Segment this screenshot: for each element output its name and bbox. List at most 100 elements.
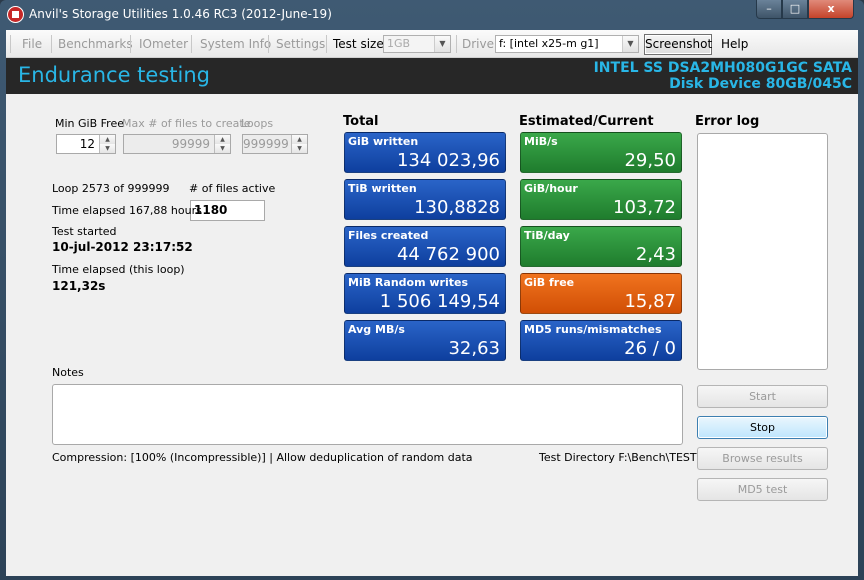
tile-files-created: Files created 44 762 900 [344, 226, 506, 267]
tile-gib-hour: GiB/hour 103,72 [520, 179, 682, 220]
files-active-field[interactable]: 1180 [190, 200, 265, 221]
tile-gib-free: GiB free 15,87 [520, 273, 682, 314]
tile-label: MD5 runs/mismatches [524, 323, 662, 336]
estimated-title: Estimated/Current [519, 114, 654, 129]
drive-value: f: [intel x25-m g1] [499, 37, 599, 50]
tile-label: TiB written [348, 182, 417, 195]
tile-value: 26 / 0 [624, 338, 676, 359]
page-header: Endurance testing INTEL SS DSA2MH080G1GC… [6, 58, 858, 94]
maximize-button[interactable]: □ [782, 0, 808, 19]
tile-label: GiB/hour [524, 182, 578, 195]
page-title: Endurance testing [18, 63, 210, 87]
md5-test-button[interactable]: MD5 test [697, 478, 828, 501]
window-title: Anvil's Storage Utilities 1.0.46 RC3 (20… [29, 7, 332, 21]
menu-help[interactable]: Help [721, 37, 749, 51]
time-elapsed-loop-label: Time elapsed (this loop) [52, 263, 185, 276]
arrow-down-icon[interactable]: ▼ [100, 144, 115, 153]
screenshot-button[interactable]: Screenshot [644, 34, 712, 55]
tile-label: MiB/s [524, 135, 558, 148]
max-files-value: 99999 [171, 137, 210, 151]
tile-tib-written: TiB written 130,8828 [344, 179, 506, 220]
arrow-up-icon[interactable]: ▲ [292, 135, 307, 144]
tile-value: 1 506 149,54 [379, 291, 500, 312]
chevron-down-icon: ▼ [434, 36, 450, 52]
tile-label: GiB free [524, 276, 575, 289]
menu-file[interactable]: File [22, 37, 43, 51]
menu-separator [456, 35, 457, 53]
max-files-stepper[interactable]: 99999 ▲ ▼ [123, 134, 231, 154]
arrow-down-icon[interactable]: ▼ [215, 144, 230, 153]
test-size-value: 1GB [387, 37, 411, 50]
drive-label: Drive [462, 37, 494, 51]
loops-label: Loops [241, 117, 274, 130]
arrow-down-icon[interactable]: ▼ [292, 144, 307, 153]
tile-label: TiB/day [524, 229, 570, 242]
loop-counter: Loop 2573 of 999999 [52, 182, 170, 195]
stepper-buttons[interactable]: ▲ ▼ [214, 135, 230, 153]
arrow-up-icon[interactable]: ▲ [100, 135, 115, 144]
test-directory: Test Directory F:\Bench\TEST [539, 451, 697, 464]
loops-value: 999999 [243, 137, 289, 151]
menu-separator [326, 35, 327, 53]
test-size-select[interactable]: 1GB ▼ [383, 35, 451, 53]
min-gib-free-value: 12 [79, 137, 95, 151]
tile-value: 15,87 [624, 291, 676, 312]
compression-info: Compression: [100% (Incompressible)] | A… [52, 451, 473, 464]
menu-separator [191, 35, 192, 53]
title-bar[interactable]: Anvil's Storage Utilities 1.0.46 RC3 (20… [0, 0, 864, 28]
app-icon[interactable] [7, 6, 24, 23]
device-model: Disk Device 80GB/045C [669, 76, 852, 92]
error-log-title: Error log [695, 114, 760, 129]
client-area: File Benchmarks IOmeter System Info Sett… [6, 30, 858, 576]
tile-mibs: MiB/s 29,50 [520, 132, 682, 173]
device-name: INTEL SS DSA2MH080G1GC SATA [593, 60, 852, 76]
error-log-box[interactable] [697, 133, 828, 370]
tile-value: 2,43 [635, 244, 676, 265]
tile-label: MiB Random writes [348, 276, 469, 289]
min-gib-free-label: Min GiB Free [55, 117, 124, 130]
menu-separator [10, 35, 11, 53]
notes-textarea[interactable] [52, 384, 683, 445]
menu-benchmarks[interactable]: Benchmarks [58, 37, 133, 51]
close-button[interactable]: x [808, 0, 854, 19]
menu-separator [130, 35, 131, 53]
stepper-buttons[interactable]: ▲ ▼ [99, 135, 115, 153]
menu-system-info[interactable]: System Info [200, 37, 272, 51]
tile-md5-runs: MD5 runs/mismatches 26 / 0 [520, 320, 682, 361]
test-started-label: Test started [52, 225, 117, 238]
drive-select[interactable]: f: [intel x25-m g1] ▼ [495, 35, 639, 53]
menu-separator [51, 35, 52, 53]
tile-label: GiB written [348, 135, 419, 148]
arrow-up-icon[interactable]: ▲ [215, 135, 230, 144]
tile-label: Files created [348, 229, 429, 242]
menu-iometer[interactable]: IOmeter [139, 37, 189, 51]
tile-avg-mbs: Avg MB/s 32,63 [344, 320, 506, 361]
chevron-down-icon: ▼ [622, 36, 638, 52]
tile-value: 103,72 [613, 197, 676, 218]
max-files-label: Max # of files to create [122, 117, 251, 130]
time-elapsed: Time elapsed 167,88 hours [52, 204, 202, 217]
stop-button[interactable]: Stop [697, 416, 828, 439]
menu-separator [268, 35, 269, 53]
minimize-button[interactable]: – [756, 0, 782, 19]
tile-gib-written: GiB written 134 023,96 [344, 132, 506, 173]
files-active-label: # of files active [189, 182, 276, 195]
tile-mib-random-writes: MiB Random writes 1 506 149,54 [344, 273, 506, 314]
min-gib-free-stepper[interactable]: 12 ▲ ▼ [56, 134, 116, 154]
test-size-label: Test size [333, 37, 384, 51]
start-button[interactable]: Start [697, 385, 828, 408]
loops-stepper[interactable]: 999999 ▲ ▼ [242, 134, 308, 154]
notes-label: Notes [52, 366, 84, 379]
tile-value: 134 023,96 [396, 150, 500, 171]
stepper-buttons[interactable]: ▲ ▼ [291, 135, 307, 153]
tile-value: 44 762 900 [396, 244, 500, 265]
tile-label: Avg MB/s [348, 323, 405, 336]
tile-value: 130,8828 [414, 197, 500, 218]
menu-settings[interactable]: Settings [276, 37, 326, 51]
total-title: Total [343, 114, 379, 129]
time-elapsed-loop-value: 121,32s [52, 279, 106, 293]
menu-bar: File Benchmarks IOmeter System Info Sett… [6, 30, 858, 58]
tile-tib-day: TiB/day 2,43 [520, 226, 682, 267]
browse-results-button[interactable]: Browse results [697, 447, 828, 470]
